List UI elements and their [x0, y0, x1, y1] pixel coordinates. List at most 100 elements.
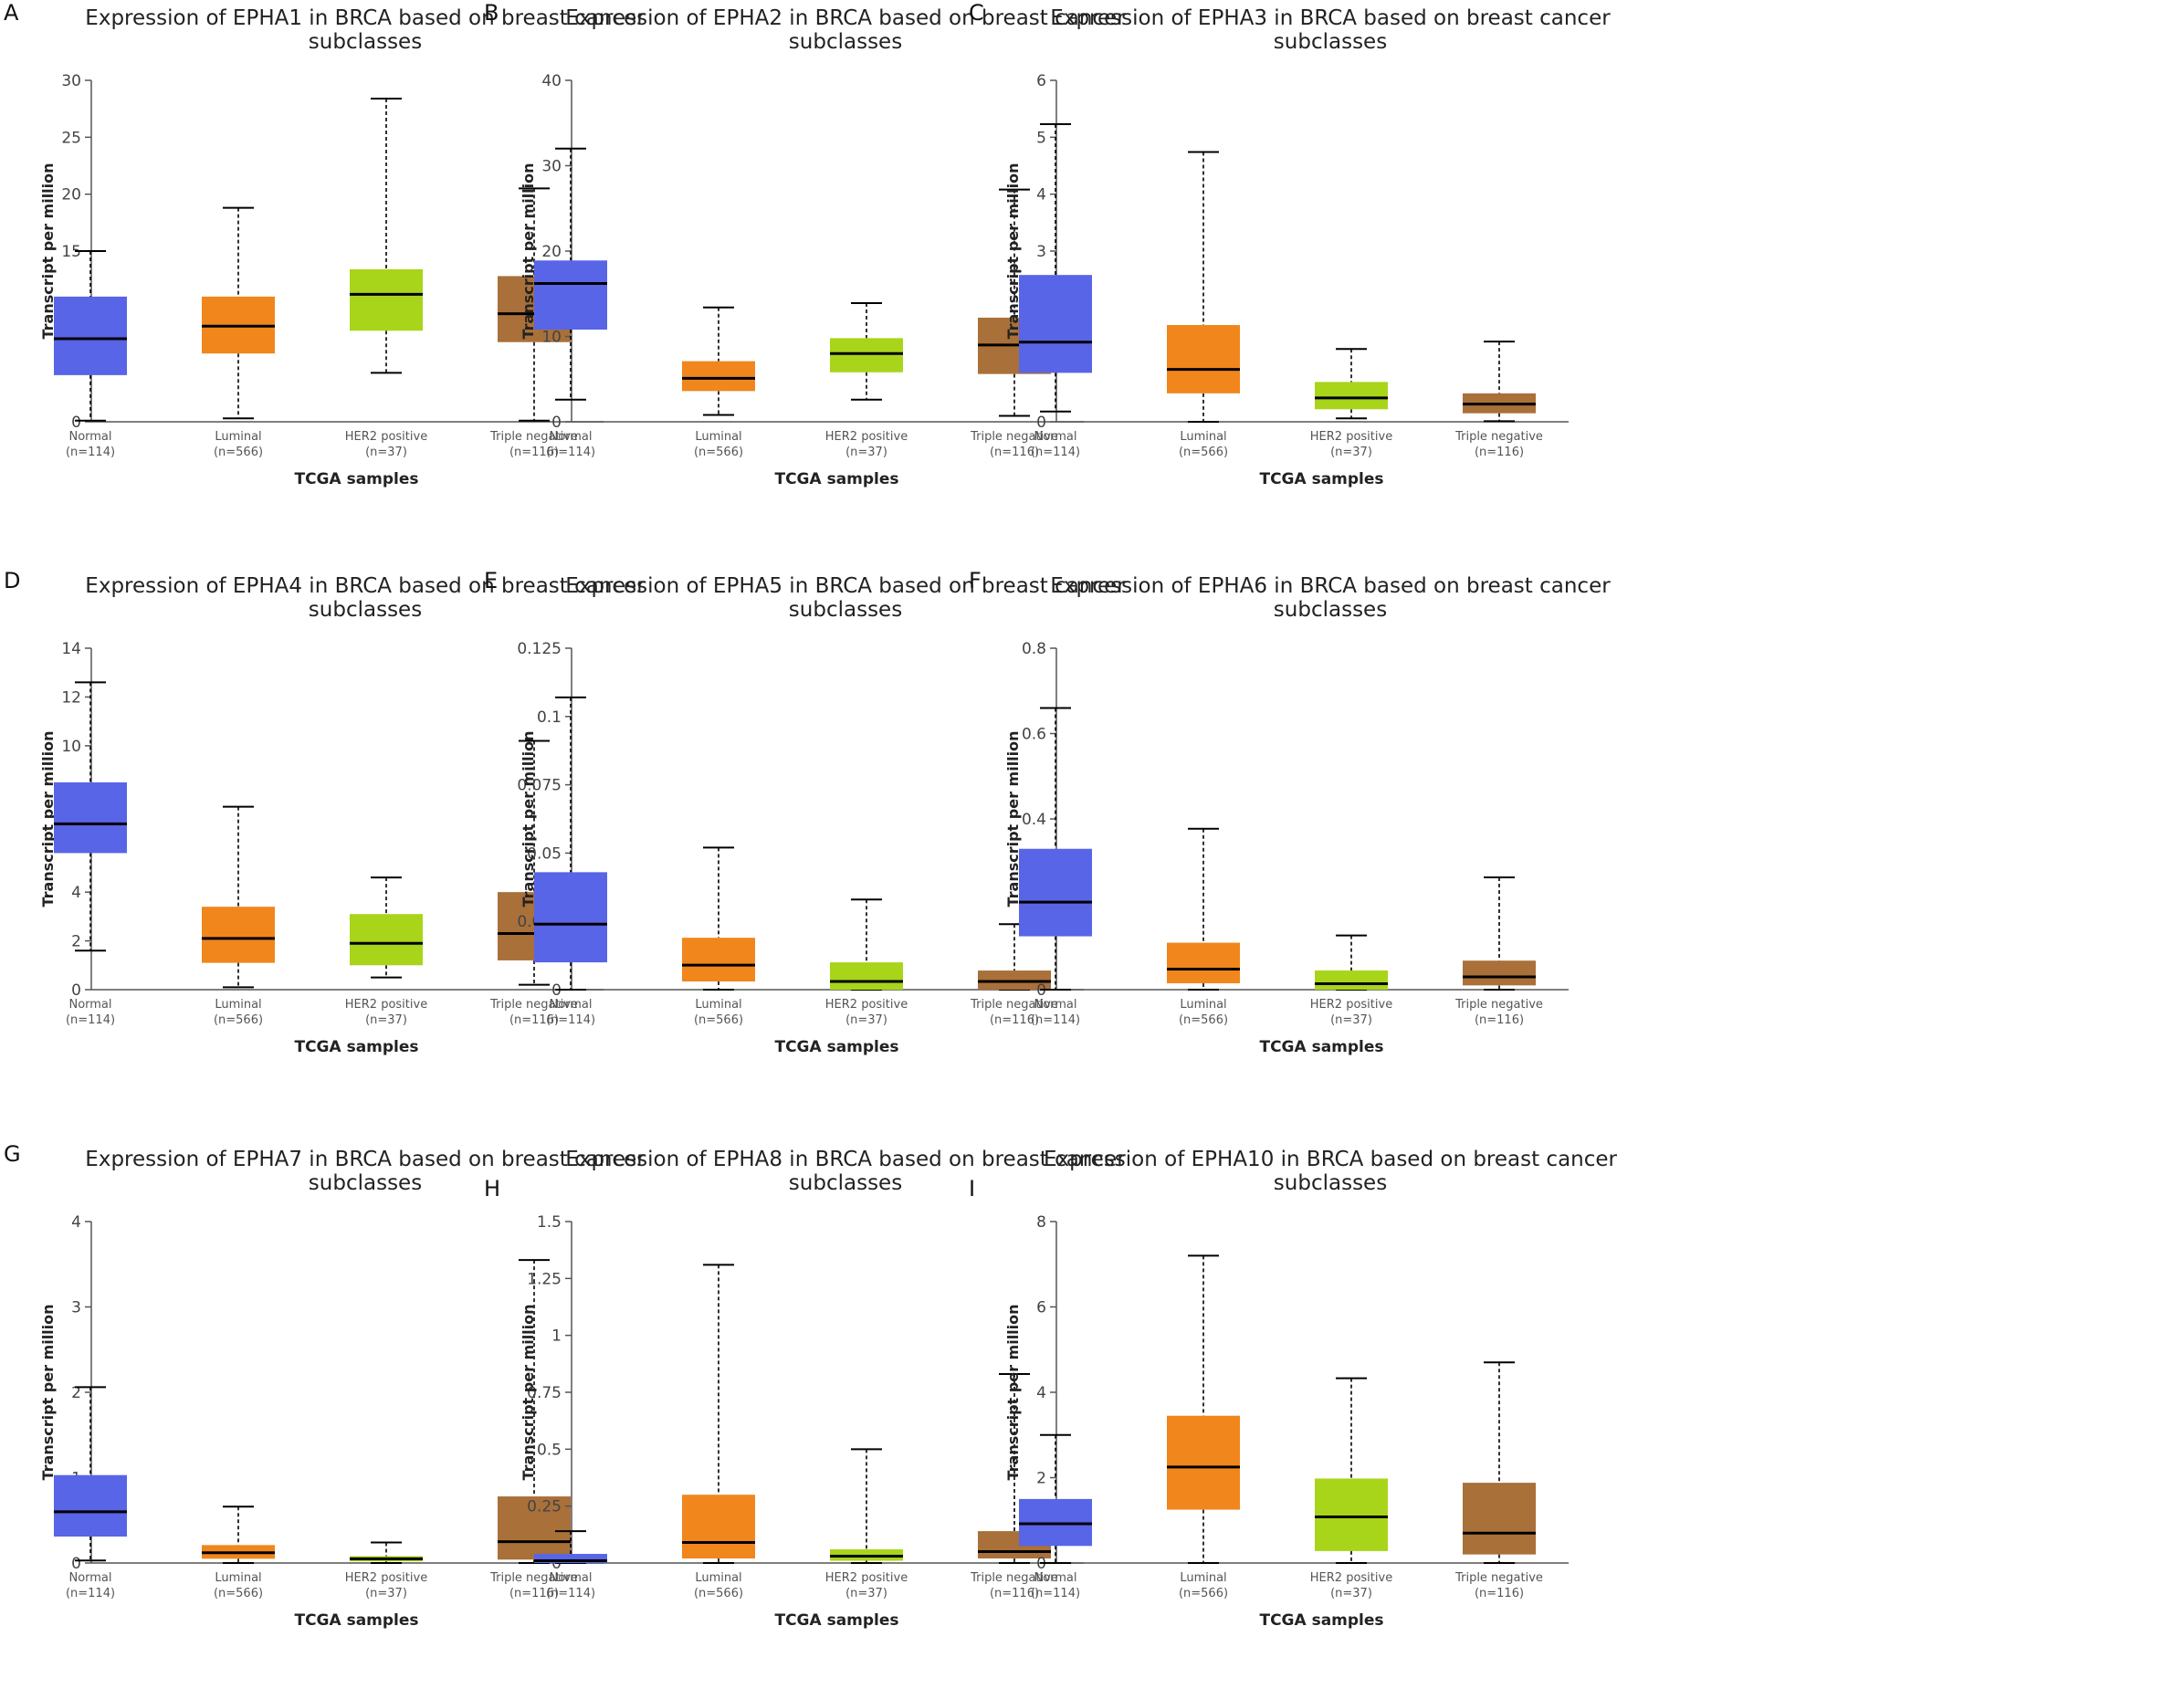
panel-letter: A — [4, 0, 19, 26]
chart-title-line-1: Expression of EPHA10 in BRCA based on br… — [1044, 1148, 1618, 1171]
panel-letter: C — [969, 0, 984, 26]
panel-letter: D — [4, 568, 21, 593]
x-category-label: Triple negative — [970, 998, 1058, 1012]
chart-title-line-2: subclasses — [1274, 30, 1387, 54]
x-axis-label: TCGA samples — [294, 1611, 418, 1630]
x-category-label: HER2 positive — [825, 998, 908, 1012]
box-her2-positive — [830, 1448, 903, 1564]
x-count-label: (n=114) — [66, 1587, 115, 1600]
iqr-box — [1315, 382, 1388, 410]
x-count-label: (n=114) — [1031, 1013, 1080, 1027]
box-her2-positive — [830, 302, 903, 401]
iqr-box — [1463, 960, 1536, 986]
panel-letter: B — [484, 0, 499, 26]
box-her2-positive — [350, 1541, 423, 1564]
y-tick-label: 30 — [541, 158, 562, 176]
panel-letter: E — [484, 568, 499, 593]
y-tick-label: 0.6 — [1022, 726, 1046, 744]
x-category-label: Luminal — [215, 430, 261, 444]
x-axis-label: TCGA samples — [294, 1038, 418, 1056]
x-category-label: Triple negative — [1454, 1571, 1543, 1585]
panel-letter: H — [484, 1176, 501, 1201]
x-category-label: Triple negative — [489, 430, 578, 444]
box-triple-negative — [1463, 341, 1536, 423]
panel-letter: G — [4, 1141, 21, 1167]
x-count-label: (n=566) — [694, 1013, 743, 1027]
iqr-box — [1463, 1483, 1536, 1555]
y-tick-label: 0.5 — [537, 1441, 562, 1459]
chart-title-line-1: Expression of EPHA1 in BRCA based on bre… — [85, 6, 646, 30]
x-category-label: HER2 positive — [825, 1571, 908, 1585]
y-tick-label: 1 — [551, 1327, 562, 1346]
y-tick-label: 4 — [1036, 1384, 1046, 1402]
x-category-label: Luminal — [1180, 998, 1226, 1012]
y-axis-label: Transcript per million — [39, 730, 57, 907]
x-category-label: Triple negative — [1454, 430, 1543, 444]
iqr-box — [54, 1474, 127, 1537]
x-category-label: Triple negative — [489, 998, 578, 1012]
box-luminal — [202, 1505, 275, 1564]
x-count-label: (n=566) — [1179, 1013, 1228, 1027]
x-category-label: Normal — [68, 998, 111, 1012]
x-count-label: (n=37) — [365, 1587, 407, 1600]
iqr-box — [682, 361, 755, 392]
box-plot: Expression of EPHA5 in BRCA based on bre… — [517, 574, 1126, 1056]
box-her2-positive — [830, 898, 903, 991]
x-count-label: (n=37) — [1330, 446, 1372, 459]
y-tick-label: 20 — [61, 186, 81, 205]
x-category-label: HER2 positive — [1310, 430, 1392, 444]
x-category-label: Normal — [1034, 998, 1076, 1012]
box-plot: Expression of EPHA8 in BRCA based on bre… — [520, 1148, 1126, 1630]
chart-title-line-1: Expression of EPHA5 in BRCA based on bre… — [565, 574, 1126, 598]
x-axis-label: TCGA samples — [1259, 470, 1383, 488]
y-tick-label: 0.1 — [537, 708, 562, 727]
box-her2-positive — [1315, 934, 1388, 991]
box-luminal — [1167, 1254, 1240, 1564]
iqr-box — [682, 938, 755, 982]
box-triple-negative — [498, 1259, 571, 1564]
y-tick-label: 4 — [71, 884, 81, 902]
box-plot: Expression of EPHA10 in BRCA based on br… — [1004, 1148, 1618, 1630]
y-tick-label: 0.8 — [1022, 640, 1046, 658]
chart-title-line-2: subclasses — [1274, 1171, 1387, 1195]
chart-title-line-1: Expression of EPHA6 in BRCA based on bre… — [1050, 574, 1611, 598]
iqr-box — [1019, 275, 1092, 373]
x-category-label: Normal — [549, 430, 592, 444]
x-category-label: Normal — [1034, 1571, 1076, 1585]
x-category-label: HER2 positive — [825, 430, 908, 444]
x-count-label: (n=37) — [365, 446, 407, 459]
chart-title-line-2: subclasses — [309, 30, 422, 54]
y-axis-label: Transcript per million — [520, 163, 537, 339]
y-tick-label: 12 — [61, 688, 81, 707]
x-count-label: (n=114) — [546, 1013, 595, 1027]
x-category-label: HER2 positive — [1310, 1571, 1392, 1585]
y-tick-label: 10 — [541, 329, 562, 347]
y-tick-label: 0 — [71, 414, 81, 432]
x-count-label: (n=566) — [1179, 446, 1228, 459]
x-count-label: (n=116) — [1475, 446, 1524, 459]
y-tick-label: 10 — [61, 738, 81, 756]
box-normal — [54, 1386, 127, 1562]
panel-e: E Expression of EPHA5 in BRCA based on b… — [480, 568, 1211, 1116]
iqr-box — [830, 338, 903, 372]
x-count-label: (n=114) — [1031, 1587, 1080, 1600]
x-count-label: (n=566) — [694, 1587, 743, 1600]
panel-d: D Expression of EPHA4 in BRCA based on b… — [0, 568, 730, 1116]
chart-title-line-2: subclasses — [309, 598, 422, 622]
x-count-label: (n=37) — [365, 1013, 407, 1027]
y-tick-label: 2 — [71, 1384, 81, 1402]
y-tick-label: 0 — [551, 414, 562, 432]
y-tick-label: 20 — [541, 243, 562, 261]
iqr-box — [534, 872, 607, 963]
y-axis-label: Transcript per million — [520, 730, 537, 907]
iqr-box — [1019, 848, 1092, 937]
x-count-label: (n=114) — [546, 1587, 595, 1600]
x-axis-label: TCGA samples — [1259, 1038, 1383, 1056]
y-tick-label: 1.5 — [537, 1213, 562, 1232]
box-normal — [54, 681, 127, 952]
box-normal — [1019, 707, 1092, 991]
x-count-label: (n=114) — [546, 446, 595, 459]
y-tick-label: 0 — [71, 981, 81, 1000]
panel-c: C Expression of EPHA3 in BRCA based on b… — [965, 0, 1696, 548]
y-tick-label: 1.25 — [527, 1270, 562, 1288]
